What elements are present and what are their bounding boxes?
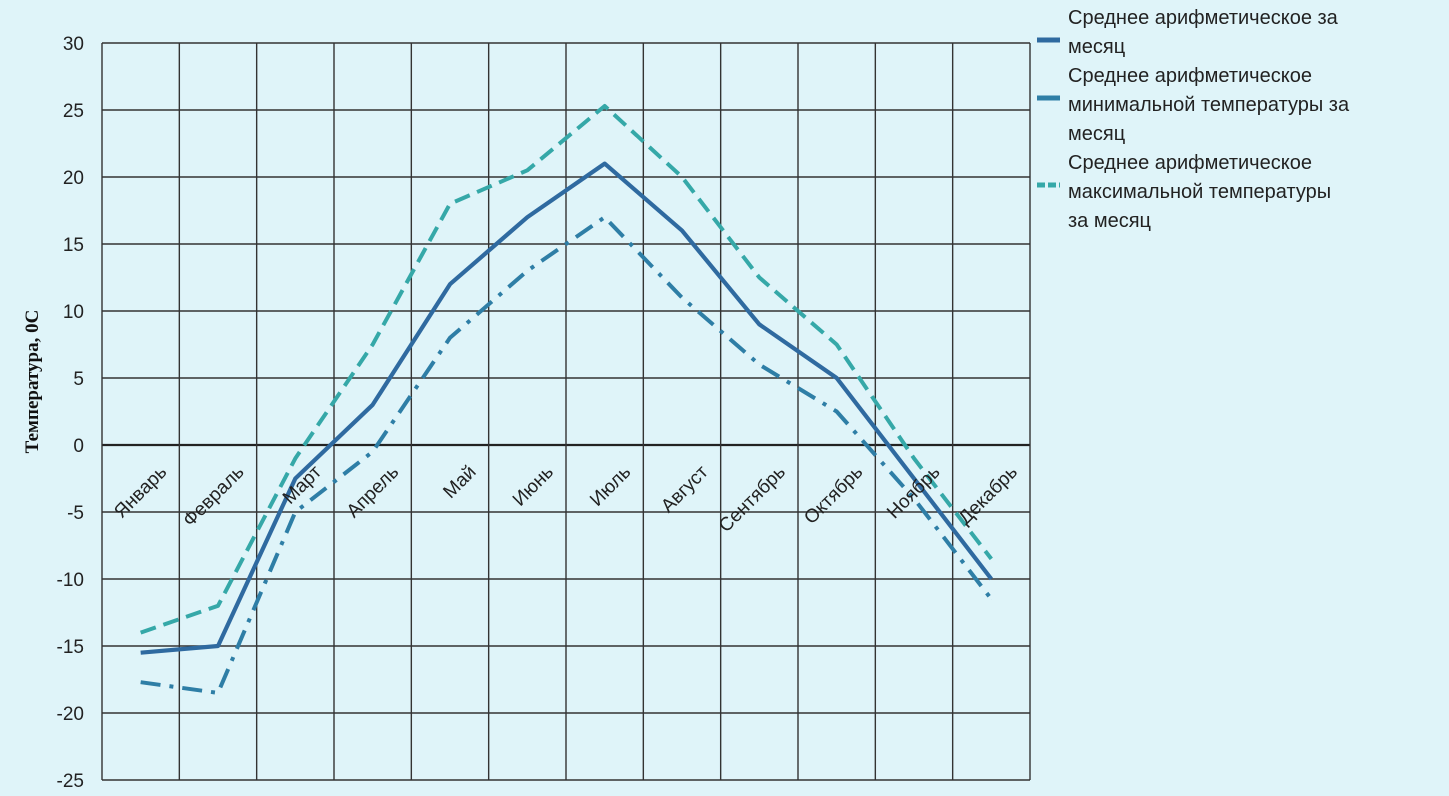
x-tick-label: Июль [586, 462, 635, 511]
legend-label-line: месяц [1068, 123, 1125, 145]
legend-label-line: Среднее арифметическое [1068, 152, 1312, 174]
x-tick-label: Сентябрь [715, 462, 790, 537]
y-tick-label: 0 [73, 436, 84, 457]
y-tick-label: 5 [73, 369, 84, 390]
x-tick-label: Апрель [343, 462, 403, 522]
legend-label: Среднее арифметическое максимальной темпе… [1068, 152, 1331, 232]
legend-item: Среднее арифметическое минимальной темпер… [1037, 65, 1350, 145]
y-axis-label: Температура, 0С [22, 310, 43, 454]
legend-label-line: минимальной температуры за [1068, 94, 1350, 116]
legend-label-line: Среднее арифметическое [1068, 65, 1312, 87]
y-tick-label: 30 [63, 34, 84, 55]
y-tick-label: 20 [63, 168, 84, 189]
legend-label-line: за месяц [1068, 210, 1151, 232]
legend-label: Среднее арифметическое минимальной темпер… [1068, 65, 1350, 145]
x-tick-label: Февраль [179, 462, 249, 532]
legend-label: Среднее арифметическое за месяц [1068, 7, 1339, 58]
x-tick-label: Январь [110, 462, 171, 523]
y-tick-label: 10 [63, 302, 84, 323]
x-tick-label: Июнь [509, 462, 558, 511]
legend-item: Среднее арифметическое за месяц [1037, 7, 1339, 58]
legend-label-line: месяц [1068, 36, 1125, 58]
legend-label-line: Среднее арифметическое за [1068, 7, 1339, 29]
y-tick-label: 15 [63, 235, 84, 256]
x-tick-label: Декабрь [955, 462, 1022, 529]
legend-item: Среднее арифметическое максимальной темпе… [1037, 152, 1331, 232]
legend-label-line: максимальной температуры [1068, 181, 1331, 203]
x-tick-label: Ноябрь [883, 462, 945, 524]
x-tick-label: Март [279, 461, 326, 508]
y-tick-label: -20 [57, 704, 84, 725]
y-tick-label: 25 [63, 101, 84, 122]
y-tick-label: -5 [67, 503, 84, 524]
x-tick-label: Май [439, 462, 480, 503]
y-tick-label: -15 [57, 637, 84, 658]
y-tick-label: -25 [57, 771, 84, 791]
y-tick-label: -10 [57, 570, 84, 591]
x-tick-label: Август [657, 461, 712, 516]
x-tick-label: Октябрь [800, 462, 867, 529]
grid-lines [102, 43, 1030, 780]
